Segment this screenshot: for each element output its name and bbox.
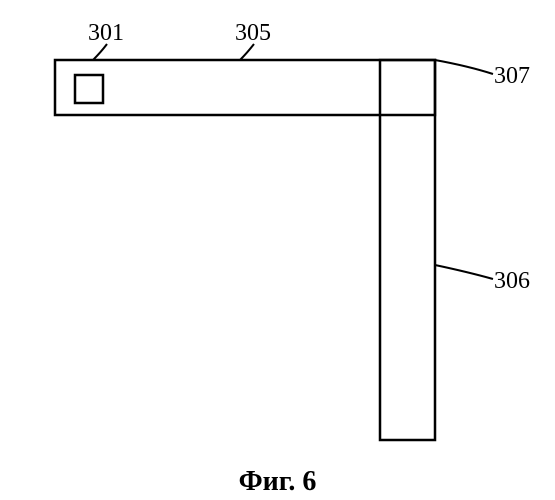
label-306: 306 — [494, 268, 530, 295]
figure-diagram — [0, 0, 555, 500]
figure-caption: Фиг. 6 — [239, 466, 317, 498]
leader-307 — [435, 60, 493, 74]
leader-306 — [435, 265, 493, 279]
label-301: 301 — [88, 20, 124, 47]
label-307: 307 — [494, 63, 530, 90]
small-square — [75, 75, 103, 103]
label-305: 305 — [235, 20, 271, 47]
horizontal-bar — [55, 60, 435, 115]
vertical-bar — [380, 60, 435, 440]
